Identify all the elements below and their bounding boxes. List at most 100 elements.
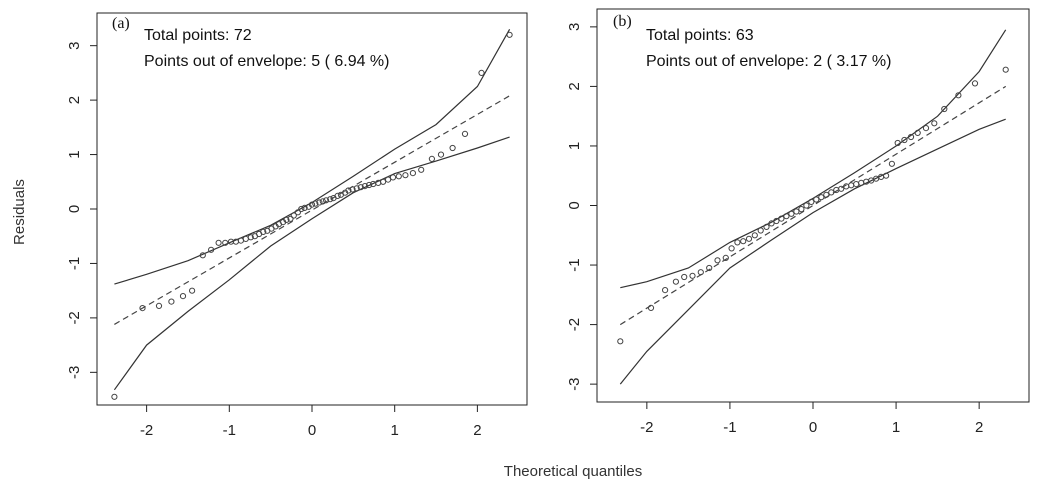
panel-b-x-tick-label: 0 (809, 419, 817, 436)
panel-a-point (361, 183, 368, 190)
panel-b-y-tick-label: 2 (566, 82, 583, 90)
panel-a-x-tick-label: 2 (473, 422, 481, 439)
panel-b-envelope-upper (620, 29, 1007, 289)
panel-a-point (242, 235, 249, 242)
panel-a-point (357, 184, 364, 191)
panel-a-y-tick-label: -1 (66, 257, 83, 270)
panel-b-point (858, 179, 865, 186)
panel-b-point (833, 186, 840, 194)
panel-b-point (838, 185, 845, 192)
panel-a-envelope-lower (113, 136, 510, 391)
panel-a-point (418, 166, 425, 173)
panel-a-point (327, 196, 334, 203)
panel-a-point (345, 187, 352, 194)
panel-b: (b) Total points: 63 Points out of envel… (566, 8, 1030, 436)
panel-b-point (706, 264, 713, 272)
panel-b-point (763, 223, 770, 230)
panel-a-x-tick-label: 1 (391, 422, 399, 439)
panel-b-point (901, 136, 908, 144)
panel-b-point (798, 206, 805, 213)
panel-a-point (428, 155, 435, 162)
panel-b-point (734, 239, 741, 246)
panel-a-point (395, 173, 402, 180)
panel-a-point (189, 287, 196, 294)
panel-b-out-of-envelope: Points out of envelope: 2 ( 3.17 %) (646, 53, 891, 70)
panel-a-point (319, 198, 326, 205)
panel-a-point (316, 199, 323, 206)
panel-b-point (745, 235, 753, 242)
panel-a-point (139, 305, 146, 312)
panel-b-point (783, 213, 790, 220)
panel-a-point (247, 234, 254, 241)
panel-b-total-points: Total points: 63 (646, 27, 754, 44)
panel-b-point (751, 232, 758, 239)
panel-b-point (931, 120, 938, 127)
panel-b-point (728, 245, 735, 252)
panel-b-tag: (b) (613, 13, 632, 30)
panel-b-point (907, 133, 915, 141)
panel-a-point (301, 204, 308, 211)
panel-b-point (697, 269, 704, 276)
panel-a-point (287, 215, 294, 222)
panel-b-y-tick-label: -2 (566, 318, 583, 331)
panel-b-point (955, 92, 962, 99)
panel-a-point (402, 172, 409, 179)
panel-b-point (662, 287, 669, 294)
panel-b-point (773, 217, 780, 225)
panel-b-point (883, 172, 890, 179)
panel-a-point (298, 205, 305, 213)
panel-a-y-tick-label: 3 (66, 41, 83, 49)
panel-a-y-tick-label: 1 (66, 150, 83, 158)
panel-b-point (803, 202, 810, 209)
panel-b-point (793, 208, 800, 215)
panel-b-y-tick-label: -3 (566, 377, 583, 390)
panel-b-point (647, 304, 655, 311)
panel-a-point (437, 151, 445, 158)
panel-a-x-tick-label: -2 (140, 422, 153, 439)
panel-b-x-tick-label: -1 (723, 419, 736, 436)
panel-b-point (971, 80, 979, 87)
panel-a-y-tick-label: 0 (66, 205, 83, 213)
panel-a-plot-frame (96, 12, 528, 406)
panel-b-point (672, 278, 680, 285)
panel-b-point (813, 196, 820, 203)
x-axis-title: Theoretical quantiles (504, 463, 642, 480)
panel-a-point (111, 393, 118, 400)
panel-b-point (681, 273, 688, 281)
panel-a-point (461, 130, 469, 137)
panel-b-point (778, 215, 785, 222)
panel-a-point (506, 31, 513, 38)
panel-b-point (823, 191, 830, 198)
panel-a-point (294, 209, 301, 216)
panel-a-point (449, 144, 456, 152)
panel-b-x-tick-label: -2 (640, 419, 653, 436)
panel-a-point (312, 200, 319, 207)
panel-a-point (366, 181, 373, 189)
panel-a-x-tick-label: 0 (308, 422, 316, 439)
panel-a-out-of-envelope: Points out of envelope: 5 ( 6.94 %) (144, 53, 389, 70)
panel-a-reference-line (114, 95, 510, 325)
panel-b-point (894, 139, 901, 147)
panel-b-point (914, 129, 921, 136)
panel-b-y-tick-label: -1 (566, 258, 583, 271)
panel-b-envelope-lower (619, 118, 1006, 385)
panel-b-point (853, 181, 860, 188)
panel-b-point (757, 227, 764, 234)
panel-a-point (215, 239, 222, 246)
panel-a-point (199, 252, 206, 259)
panel-b-y-tick-label: 1 (566, 142, 583, 150)
panel-a-y-tick-label: 2 (66, 96, 83, 104)
panel-b-point (888, 160, 896, 167)
panel-b-y-tick-label: 3 (566, 23, 583, 31)
panel-b-y-tick-label: 0 (566, 201, 583, 209)
panel-a-point (353, 185, 360, 192)
panel-b-point (828, 189, 835, 196)
panel-a-point (323, 197, 330, 204)
panel-b-point (740, 238, 747, 245)
panel-b-point (617, 338, 624, 345)
panel-a-point (155, 302, 163, 309)
panel-b-point (922, 125, 930, 132)
panel-a-total-points: Total points: 72 (144, 27, 252, 44)
panel-b-point (722, 254, 729, 261)
